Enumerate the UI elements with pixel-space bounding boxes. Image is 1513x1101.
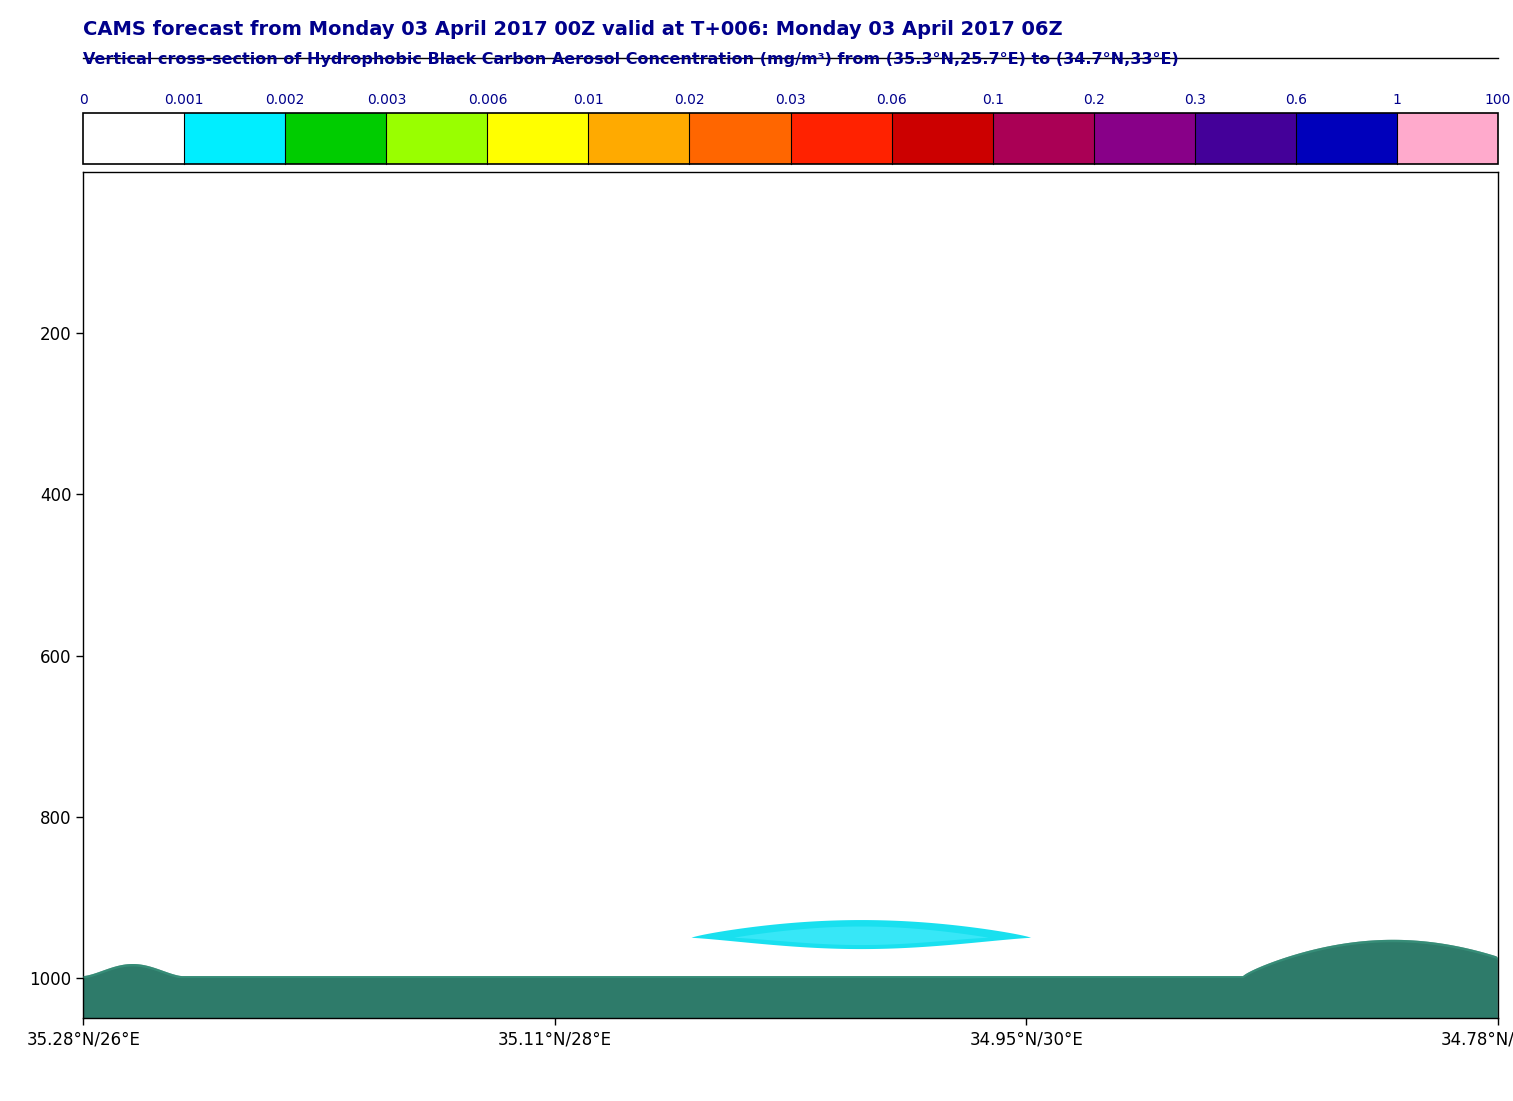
Text: 0.03: 0.03 — [775, 92, 806, 107]
Text: 0.003: 0.003 — [366, 92, 405, 107]
Text: 0.01: 0.01 — [573, 92, 604, 107]
Bar — [993, 112, 1094, 164]
Bar — [286, 112, 386, 164]
Text: 0.002: 0.002 — [266, 92, 306, 107]
Text: 0.006: 0.006 — [468, 92, 507, 107]
Bar — [1094, 112, 1195, 164]
Bar — [83, 112, 185, 164]
Text: 0.06: 0.06 — [876, 92, 906, 107]
Bar — [185, 112, 286, 164]
Bar — [487, 112, 589, 164]
Text: 1: 1 — [1392, 92, 1401, 107]
Bar — [891, 112, 993, 164]
Bar — [83, 112, 1498, 164]
Text: Vertical cross-section of Hydrophobic Black Carbon Aerosol Concentration (mg/m³): Vertical cross-section of Hydrophobic Bl… — [83, 52, 1179, 67]
Text: 0.2: 0.2 — [1083, 92, 1104, 107]
Bar — [1295, 112, 1396, 164]
Bar — [690, 112, 790, 164]
Bar — [1195, 112, 1295, 164]
Bar — [589, 112, 690, 164]
Bar — [386, 112, 487, 164]
Text: 0: 0 — [79, 92, 88, 107]
Text: 0.3: 0.3 — [1183, 92, 1206, 107]
Text: 0.1: 0.1 — [982, 92, 1003, 107]
Text: 0.001: 0.001 — [165, 92, 204, 107]
Text: CAMS forecast from Monday 03 April 2017 00Z valid at T+006: Monday 03 April 2017: CAMS forecast from Monday 03 April 2017 … — [83, 20, 1062, 39]
Bar — [790, 112, 891, 164]
Text: 0.6: 0.6 — [1285, 92, 1307, 107]
Text: 100: 100 — [1484, 92, 1511, 107]
Bar — [1396, 112, 1498, 164]
Text: 0.02: 0.02 — [675, 92, 705, 107]
